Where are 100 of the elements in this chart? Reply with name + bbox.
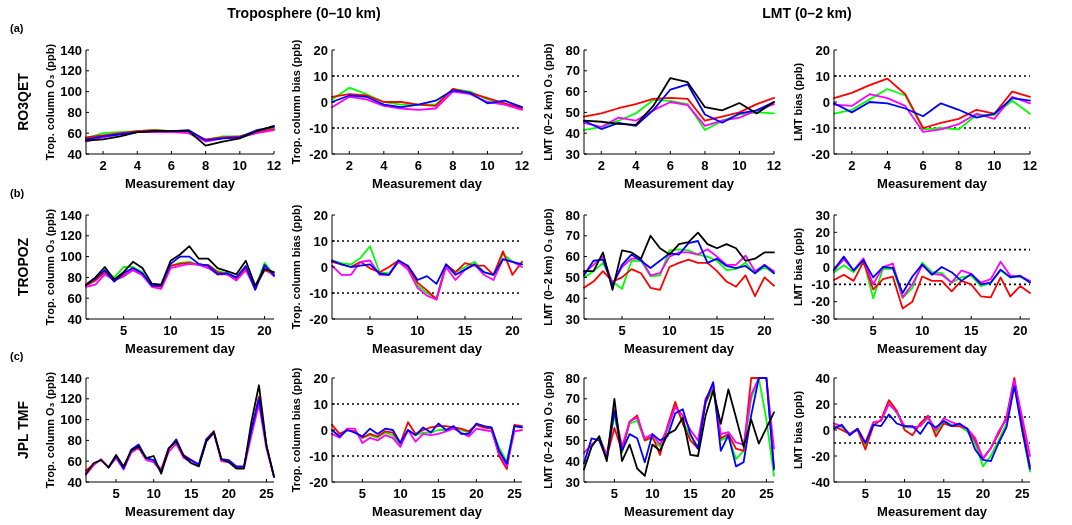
y-tick-label: 80 <box>565 370 580 386</box>
x-tick-label: 2 <box>597 158 605 173</box>
x-tick-label: 5 <box>869 323 877 338</box>
text: JPL TMF <box>15 400 31 460</box>
x-tick-label: 15 <box>184 486 199 501</box>
text: TROPOZ <box>15 237 31 297</box>
x-tick-label: 8 <box>202 158 210 173</box>
y-tick-label: 60 <box>565 249 580 265</box>
x-tick-label: 5 <box>618 323 626 338</box>
y-tick-label: 100 <box>60 84 82 100</box>
text: RO3QET <box>15 72 31 131</box>
y-tick-label: 70 <box>565 228 580 244</box>
x-tick-label: 6 <box>919 158 927 173</box>
y-tick-label: 70 <box>565 391 580 407</box>
y-tick-label: 80 <box>67 432 82 448</box>
y-tick-label: 40 <box>67 311 82 327</box>
y-tick-label: -30 <box>811 311 830 327</box>
y-tick-label: 80 <box>67 269 82 285</box>
x-tick-label: 8 <box>955 158 963 173</box>
y-axis-title: LMT (0–2 km) O₃ (ppb) <box>542 42 554 161</box>
x-tick-label: 10 <box>393 486 408 501</box>
x-axis-title: Measurement day <box>877 341 988 356</box>
y-axis-title: Trop. column O₃ (ppb) <box>44 43 56 161</box>
x-axis-title: Measurement day <box>624 176 735 191</box>
line-series <box>583 258 775 298</box>
x-tick-label: 2 <box>99 158 107 173</box>
y-axis-title: Trop. column bias (ppb) <box>290 39 302 165</box>
x-tick-label: 20 <box>975 486 991 501</box>
y-axis-title: Trop. column O₃ (ppb) <box>44 208 56 326</box>
y-axis-title: LMT (0–2 km) O₃ (ppb) <box>542 207 554 326</box>
y-axis-title: Trop. column bias (ppb) <box>290 367 302 493</box>
y-tick-label: 60 <box>67 125 82 141</box>
x-tick-label: 25 <box>1014 486 1030 501</box>
x-tick-label: 12 <box>766 158 782 173</box>
text: LMT (0–2 km) <box>762 5 852 21</box>
text: Troposphere (0–10 km) <box>227 5 381 21</box>
x-tick-label: 20 <box>757 323 772 338</box>
x-tick-label: 8 <box>449 158 457 173</box>
y-tick-label: 60 <box>67 290 82 306</box>
y-tick-label: 10 <box>815 242 830 258</box>
y-tick-label: -20 <box>811 448 830 464</box>
y-tick-label: 140 <box>60 42 82 58</box>
y-axis-title: LMT (0–2 km) O₃ (ppb) <box>542 370 554 489</box>
x-tick-label: 5 <box>119 323 128 338</box>
x-axis-title: Measurement day <box>125 176 236 191</box>
x-tick-label: 10 <box>480 158 495 173</box>
y-tick-label: 30 <box>565 146 580 162</box>
x-axis-title: Measurement day <box>624 341 735 356</box>
x-tick-label: 4 <box>632 158 641 173</box>
x-tick-label: 6 <box>666 158 674 173</box>
x-axis-title: Measurement day <box>372 176 483 191</box>
x-tick-label: 15 <box>683 486 698 501</box>
y-tick-label: -10 <box>309 120 328 136</box>
y-tick-label: 50 <box>565 432 580 448</box>
x-tick-label: 4 <box>133 158 142 173</box>
y-tick-label: 120 <box>60 391 82 407</box>
y-tick-label: 40 <box>565 125 580 141</box>
y-tick-label: 30 <box>565 311 580 327</box>
line-series <box>833 260 1031 310</box>
y-tick-label: 20 <box>815 396 830 412</box>
line-series <box>583 96 775 122</box>
x-tick-label: 10 <box>645 486 660 501</box>
y-tick-label: 0 <box>822 422 830 438</box>
x-tick-label: 10 <box>232 158 248 173</box>
y-tick-label: 30 <box>815 207 830 223</box>
y-tick-label: 50 <box>565 269 580 285</box>
x-tick-label: 10 <box>163 323 178 338</box>
y-tick-label: 0 <box>320 94 328 110</box>
x-tick-label: 15 <box>936 486 951 501</box>
x-tick-label: 8 <box>701 158 709 173</box>
x-tick-label: 5 <box>366 323 374 338</box>
x-tick-label: 5 <box>112 486 120 501</box>
x-tick-label: 15 <box>457 323 473 338</box>
y-tick-label: 80 <box>565 42 580 58</box>
x-tick-label: 6 <box>167 158 176 173</box>
line-series <box>833 77 1031 129</box>
x-tick-label: 2 <box>848 158 856 173</box>
text: (a) <box>10 22 24 34</box>
y-tick-label: 20 <box>313 42 328 58</box>
text: (c) <box>10 350 24 362</box>
x-tick-label: 15 <box>431 486 446 501</box>
y-tick-label: 140 <box>60 207 82 223</box>
x-tick-label: 5 <box>358 486 367 501</box>
x-tick-label: 2 <box>345 158 353 173</box>
x-tick-label: 25 <box>507 486 522 501</box>
x-tick-label: 10 <box>897 486 912 501</box>
y-tick-label: -20 <box>309 311 328 327</box>
x-tick-label: 20 <box>469 486 484 501</box>
y-tick-label: 20 <box>815 224 830 240</box>
y-tick-label: 100 <box>60 249 82 265</box>
y-tick-label: 120 <box>60 228 82 244</box>
y-tick-label: 10 <box>815 68 830 84</box>
x-axis-title: Measurement day <box>125 341 236 356</box>
x-tick-label: 10 <box>987 158 1002 173</box>
x-tick-label: 25 <box>759 486 774 501</box>
x-axis-title: Measurement day <box>877 504 988 519</box>
y-tick-label: 50 <box>565 104 580 120</box>
y-tick-label: 10 <box>313 233 328 249</box>
x-tick-label: 5 <box>610 486 619 501</box>
y-tick-label: -10 <box>309 285 328 301</box>
